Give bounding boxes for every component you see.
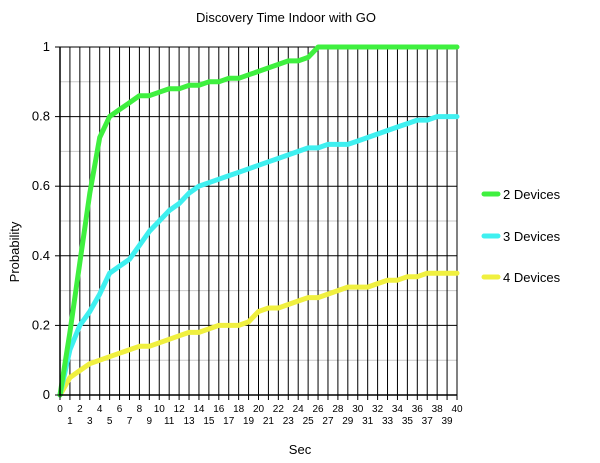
x-tick-label: 24	[293, 404, 305, 415]
x-tick-label: 20	[253, 404, 265, 415]
x-tick-label: 13	[183, 416, 195, 427]
legend-label: 2 Devices	[503, 187, 561, 202]
legend: 2 Devices 3 Devices 4 Devices	[481, 187, 561, 285]
x-tick-label: 36	[412, 404, 424, 415]
x-tick-label: 25	[303, 416, 315, 427]
x-tick-label: 30	[352, 404, 364, 415]
x-tick-label: 6	[117, 404, 123, 415]
x-tick-label: 17	[223, 416, 235, 427]
x-tick-label: 18	[233, 404, 245, 415]
x-tick-label: 12	[174, 404, 186, 415]
x-tick-label: 4	[97, 404, 103, 415]
x-tick-label: 32	[372, 404, 384, 415]
x-tick-label: 23	[283, 416, 295, 427]
x-tick-label: 21	[263, 416, 275, 427]
x-tick-label: 28	[332, 404, 344, 415]
x-tick-label: 38	[432, 404, 444, 415]
x-tick-labels: 0123456789101112131415161718192021222324…	[57, 404, 463, 427]
x-tick-label: 1	[67, 416, 73, 427]
chart-title: Discovery Time Indoor with GO	[196, 10, 376, 25]
x-tick-label: 16	[213, 404, 225, 415]
major-gridlines	[59, 46, 458, 396]
series-line	[57, 114, 460, 398]
y-tick-label: 1	[43, 39, 50, 54]
x-tick-label: 9	[147, 416, 153, 427]
y-tick-label: 0.6	[32, 178, 50, 193]
x-tick-label: 2	[77, 404, 83, 415]
x-tick-label: 10	[154, 404, 166, 415]
x-tick-label: 26	[312, 404, 324, 415]
x-tick-label: 7	[127, 416, 133, 427]
x-tick-label: 35	[402, 416, 414, 427]
series-lines	[57, 44, 460, 398]
x-tick-label: 37	[422, 416, 434, 427]
x-tick-label: 0	[57, 404, 63, 415]
series-line	[57, 44, 460, 398]
x-tick-label: 5	[107, 416, 113, 427]
x-tick-label: 14	[193, 404, 205, 415]
x-tick-label: 31	[362, 416, 374, 427]
axes	[55, 46, 458, 400]
x-tick-label: 40	[451, 404, 463, 415]
x-tick-label: 19	[243, 416, 255, 427]
y-tick-label: 0.4	[32, 248, 50, 263]
x-tick-label: 11	[164, 416, 175, 427]
x-axis-label: Sec	[289, 442, 312, 457]
series-line	[57, 270, 460, 398]
legend-label: 4 Devices	[503, 270, 561, 285]
y-tick-label: 0	[43, 387, 50, 402]
y-tick-label: 0.2	[32, 317, 50, 332]
x-tick-label: 15	[203, 416, 215, 427]
legend-label: 3 Devices	[503, 229, 561, 244]
x-tick-label: 27	[322, 416, 334, 427]
x-tick-label: 3	[87, 416, 93, 427]
x-tick-label: 22	[273, 404, 285, 415]
x-tick-label: 29	[342, 416, 354, 427]
y-axis-label: Probability	[7, 221, 22, 282]
x-tick-label: 33	[382, 416, 394, 427]
x-tick-label: 34	[392, 404, 404, 415]
y-tick-labels: 0 0.2 0.4 0.6 0.8 1	[32, 39, 50, 402]
y-tick-label: 0.8	[32, 109, 50, 124]
x-tick-label: 8	[137, 404, 143, 415]
x-tick-label: 39	[442, 416, 454, 427]
